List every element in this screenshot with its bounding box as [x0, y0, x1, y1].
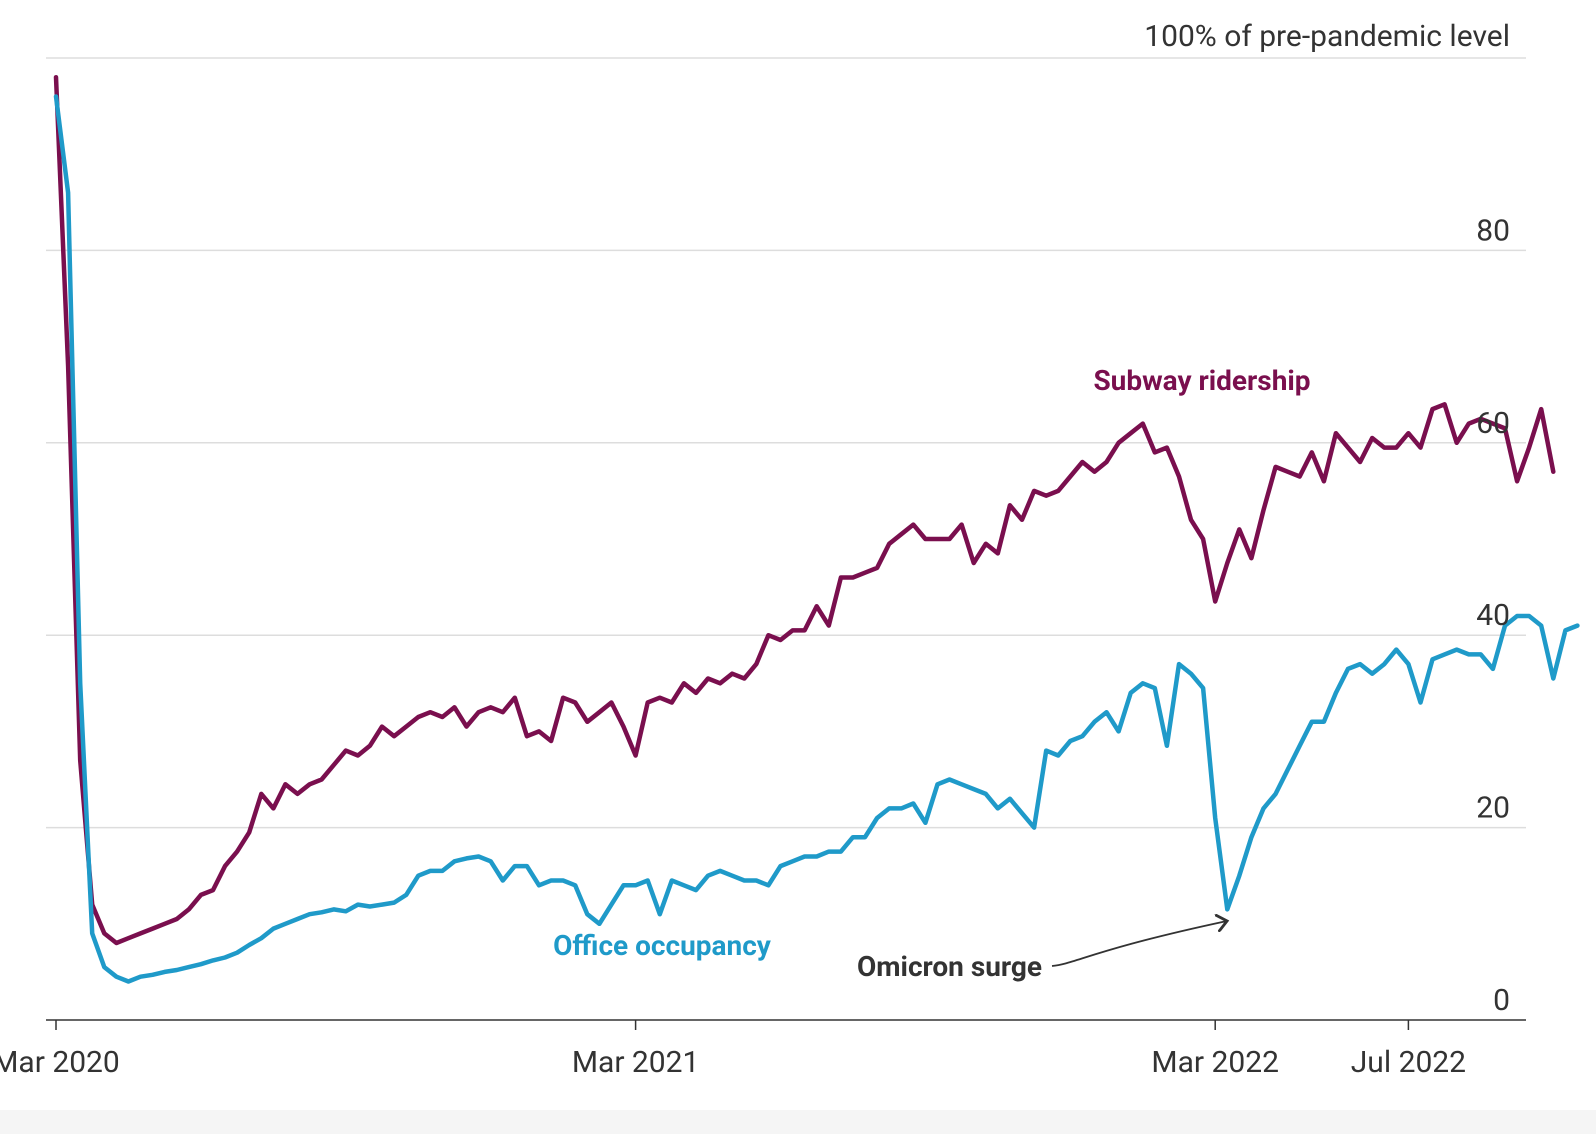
chart-container: 100% of pre-pandemic level 0 20 40 60 80 Mar 2… — [0, 19, 1580, 1080]
series-label-subway-ridership: Subway ridership — [1093, 364, 1310, 397]
series-lines — [53, 74, 1580, 984]
gridlines — [46, 57, 1526, 829]
y-tick-label-60: 60 — [1476, 406, 1510, 441]
y-tick-label-80: 80 — [1476, 213, 1510, 248]
series-line-subway-ridership — [53, 74, 1556, 946]
y-tick-label-20: 20 — [1476, 791, 1510, 826]
labels: 100% of pre-pandemic level 0 20 40 60 80 Mar 2… — [0, 19, 1510, 1080]
annotation-arrow — [1051, 921, 1225, 967]
series-label-office-occupancy: Office occupancy — [553, 929, 772, 962]
footer-strip — [0, 1110, 1596, 1134]
line-chart: 100% of pre-pandemic level 0 20 40 60 80 Mar 2… — [0, 19, 1580, 1080]
x-tick-label-1: Mar 2021 — [572, 1045, 700, 1080]
x-tick-label-3: Jul 2022 — [1351, 1045, 1466, 1080]
x-axis — [46, 1019, 1526, 1030]
annotation-label: Omicron surge — [857, 950, 1042, 983]
y-tick-label-0: 0 — [1493, 983, 1510, 1018]
x-tick-label-2: Mar 2022 — [1151, 1045, 1279, 1080]
series-line-office-occupancy — [53, 94, 1580, 984]
y-tick-label-40: 40 — [1476, 598, 1510, 633]
y-axis-label: 100% of pre-pandemic level — [1144, 19, 1510, 54]
x-tick-label-0: Mar 2020 — [0, 1045, 120, 1080]
